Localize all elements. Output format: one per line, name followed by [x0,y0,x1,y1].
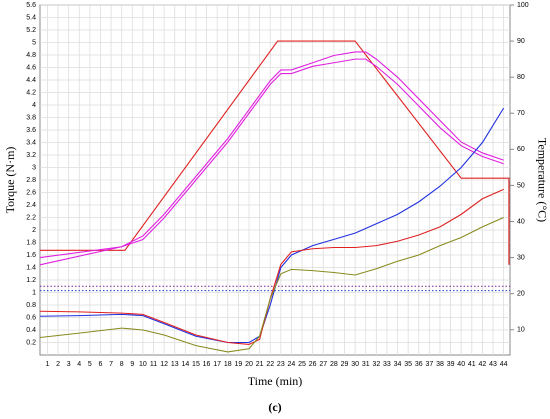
y-tick-label: 2.4 [26,202,36,209]
y-tick-label: 4.8 [26,52,36,59]
x-tick-label: 39 [447,361,455,368]
x-tick-label: 9 [130,361,134,368]
x-tick-label: 16 [203,361,211,368]
x-tick-label: 3 [67,361,71,368]
y2-tick-label: 30 [517,254,525,261]
y-tick-label: 1.8 [26,239,36,246]
x-tick-label: 26 [309,361,317,368]
series-line [39,107,505,344]
y-tick-label: 4.4 [26,77,36,84]
x-tick-label: 28 [330,361,338,368]
y-tick-label: 3.6 [26,127,36,134]
x-tick-label: 30 [351,361,359,368]
x-tick-label: 8 [120,361,124,368]
y2-tick-label: 100 [517,2,529,9]
x-tick-label: 18 [224,361,232,368]
y-tick-label: 0.4 [26,327,36,334]
x-tick-label: 37 [425,361,433,368]
y-tick-label: 4 [32,102,36,109]
x-tick-label: 2 [56,361,60,368]
y2-axis-title: Temperature (°C) [535,138,549,222]
x-tick-label: 12 [160,361,168,368]
x-tick-label: 22 [266,361,274,368]
y-tick-label: 5.6 [26,2,36,9]
x-tick-label: 42 [479,361,487,368]
y2-tick-label: 60 [517,146,525,153]
y2-tick-label: 90 [517,38,525,45]
x-tick-label: 4 [77,361,81,368]
y-tick-label: 2.6 [26,189,36,196]
y-tick-label: 4.6 [26,64,36,71]
y2-tick-label: 80 [517,74,525,81]
x-tick-label: 10 [139,361,147,368]
x-tick-label: 17 [213,361,221,368]
y-tick-label: 3.8 [26,114,36,121]
x-tick-label: 21 [256,361,264,368]
y-tick-label: 1 [32,289,36,296]
x-tick-label: 14 [181,361,189,368]
x-tick-label: 6 [99,361,103,368]
caption: (c) [268,400,281,414]
x-tick-label: 27 [319,361,327,368]
y-tick-label: 1.2 [26,277,36,284]
x-tick-label: 29 [341,361,349,368]
x-tick-label: 23 [277,361,285,368]
x-tick-label: 20 [245,361,253,368]
x-tick-label: 25 [298,361,306,368]
y-tick-label: 2.8 [26,177,36,184]
series-line [39,188,504,345]
x-tick-label: 24 [288,361,296,368]
y-tick-label: 5.2 [26,27,36,34]
y-tick-label: 5.4 [26,14,36,21]
x-tick-label: 13 [171,361,179,368]
x-tick-label: 5 [88,361,92,368]
y-tick-label: 1.4 [26,264,36,271]
x-tick-label: 1 [45,361,49,368]
series-line [39,51,504,259]
x-tick-label: 44 [500,361,508,368]
x-axis-title: Time (min) [248,374,303,388]
y-tick-label: 5 [32,39,36,46]
y-tick-label: 2.2 [26,214,36,221]
y2-tick-label: 70 [517,110,525,117]
y-tick-label: 3 [32,164,36,171]
y-tick-label: 1.6 [26,252,36,259]
x-tick-label: 41 [468,361,476,368]
x-tick-label: 40 [457,361,465,368]
y2-tick-label: 10 [517,327,525,334]
x-tick-label: 11 [150,361,157,368]
y-tick-label: 4.2 [26,89,36,96]
y-tick-label: 2 [32,227,36,234]
x-tick-label: 15 [192,361,200,368]
y-tick-label: 0.8 [26,302,36,309]
series-line [39,58,504,266]
y-axis-title: Torque (N·m) [3,147,17,214]
x-tick-label: 32 [372,361,380,368]
y2-tick-label: 20 [517,291,525,298]
x-tick-label: 43 [489,361,497,368]
y2-tick-label: 40 [517,218,525,225]
y-tick-label: 0.2 [26,339,36,346]
x-tick-label: 36 [415,361,423,368]
x-tick-label: 38 [436,361,444,368]
y-tick-label: 3.2 [26,152,36,159]
x-tick-label: 31 [362,361,370,368]
x-tick-label: 7 [109,361,113,368]
x-tick-label: 19 [234,361,242,368]
y-tick-label: 0.6 [26,314,36,321]
series-line [40,40,510,265]
x-tick-label: 33 [383,361,391,368]
y-tick-label: 3.4 [26,139,36,146]
x-tick-label: 34 [394,361,402,368]
y2-tick-label: 50 [517,182,525,189]
x-tick-label: 35 [404,361,412,368]
series-line [39,216,504,353]
